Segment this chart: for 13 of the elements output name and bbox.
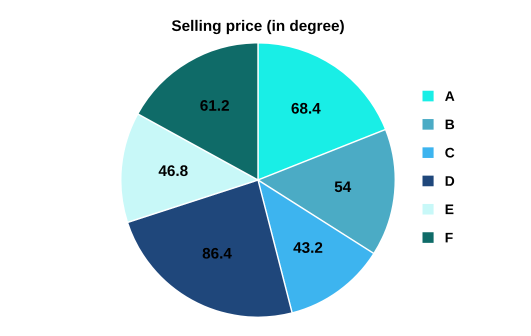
legend-label: E (446, 204, 454, 214)
data-label: 86.4 (202, 248, 232, 259)
data-label: 61.2 (200, 100, 229, 111)
legend-label: F (446, 232, 453, 242)
legend-label: B (446, 120, 454, 130)
chart-title: Selling price (in degree) (172, 20, 344, 34)
data-label: 54 (334, 181, 352, 192)
legend-label: D (446, 176, 454, 186)
data-label: 68.4 (292, 102, 321, 114)
data-label: 46.8 (158, 165, 188, 176)
data-label: 43.2 (293, 242, 322, 253)
legend-label: C (445, 148, 454, 158)
legend-label: A (445, 91, 454, 101)
